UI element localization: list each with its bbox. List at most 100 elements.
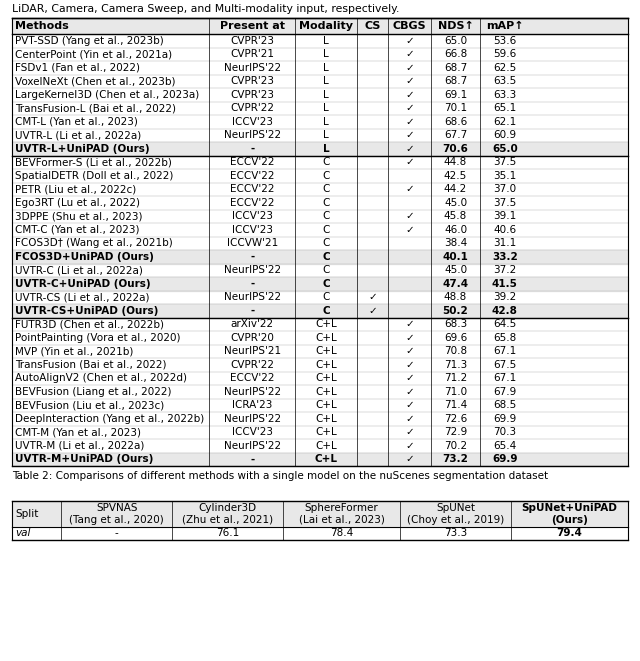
- Text: 71.4: 71.4: [444, 401, 467, 410]
- Text: 72.6: 72.6: [444, 414, 467, 424]
- Text: 65.8: 65.8: [493, 332, 516, 343]
- Text: CS: CS: [364, 21, 381, 31]
- Text: CVPR'22: CVPR'22: [230, 360, 275, 369]
- Text: LiDAR, Camera, Camera Sweep, and Multi-modality input, respectively.: LiDAR, Camera, Camera Sweep, and Multi-m…: [12, 4, 399, 14]
- Text: ✓: ✓: [405, 401, 413, 410]
- Text: PETR (Liu et al., 2022c): PETR (Liu et al., 2022c): [15, 184, 136, 194]
- Text: ✓: ✓: [368, 306, 377, 316]
- Text: 68.5: 68.5: [493, 401, 516, 410]
- Text: 44.2: 44.2: [444, 184, 467, 194]
- Text: C+L: C+L: [316, 319, 337, 329]
- Text: 70.6: 70.6: [443, 143, 468, 154]
- Text: -: -: [250, 279, 254, 289]
- Text: ✓: ✓: [405, 225, 413, 235]
- Text: CVPR'21: CVPR'21: [230, 50, 275, 59]
- Text: Modality: Modality: [299, 21, 353, 31]
- Text: ✓: ✓: [405, 332, 413, 343]
- Text: 69.6: 69.6: [444, 332, 467, 343]
- Text: Present at: Present at: [220, 21, 285, 31]
- Text: ✓: ✓: [405, 90, 413, 100]
- Text: CVPR'20: CVPR'20: [230, 332, 274, 343]
- Text: ECCV'22: ECCV'22: [230, 157, 275, 167]
- Text: LargeKernel3D (Chen et al., 2023a): LargeKernel3D (Chen et al., 2023a): [15, 90, 199, 100]
- Text: ECCV'22: ECCV'22: [230, 198, 275, 208]
- Text: 67.1: 67.1: [493, 346, 516, 356]
- Text: 64.5: 64.5: [493, 319, 516, 329]
- Text: 70.2: 70.2: [444, 441, 467, 451]
- Text: SpatialDETR (Doll et al., 2022): SpatialDETR (Doll et al., 2022): [15, 171, 173, 180]
- Text: 42.5: 42.5: [444, 171, 467, 180]
- Polygon shape: [12, 304, 628, 317]
- Text: FSDv1 (Fan et al., 2022): FSDv1 (Fan et al., 2022): [15, 63, 140, 73]
- Text: 40.6: 40.6: [493, 225, 516, 235]
- Text: 78.4: 78.4: [330, 529, 353, 539]
- Text: NeurIPS'22: NeurIPS'22: [223, 130, 281, 140]
- Text: ICCV'23: ICCV'23: [232, 212, 273, 221]
- Text: SphereFormer
(Lai et al., 2023): SphereFormer (Lai et al., 2023): [299, 503, 385, 525]
- Text: 65.1: 65.1: [493, 103, 516, 113]
- Text: L: L: [323, 117, 329, 127]
- Text: 37.5: 37.5: [493, 198, 516, 208]
- Text: CVPR'22: CVPR'22: [230, 103, 275, 113]
- Text: ✓: ✓: [405, 346, 413, 356]
- Text: UVTR-C+UniPAD (Ours): UVTR-C+UniPAD (Ours): [15, 279, 150, 289]
- Polygon shape: [12, 142, 628, 155]
- Text: 39.2: 39.2: [493, 292, 516, 302]
- Text: CMT-C (Yan et al., 2023): CMT-C (Yan et al., 2023): [15, 225, 140, 235]
- Text: Split: Split: [15, 509, 38, 519]
- Text: 68.6: 68.6: [444, 117, 467, 127]
- Text: 71.2: 71.2: [444, 373, 467, 383]
- Text: L: L: [323, 130, 329, 140]
- Text: 31.1: 31.1: [493, 238, 516, 249]
- Text: ECCV'22: ECCV'22: [230, 171, 275, 180]
- Text: C: C: [323, 306, 330, 316]
- Text: L: L: [323, 90, 329, 100]
- Text: NeurIPS'22: NeurIPS'22: [223, 414, 281, 424]
- Text: 69.1: 69.1: [444, 90, 467, 100]
- Text: 73.2: 73.2: [443, 454, 468, 464]
- Text: 33.2: 33.2: [492, 252, 518, 262]
- Text: ECCV'22: ECCV'22: [230, 184, 275, 194]
- Text: CVPR'23: CVPR'23: [230, 90, 275, 100]
- Text: C: C: [323, 157, 330, 167]
- Polygon shape: [12, 453, 628, 466]
- Text: FCOS3D† (Wang et al., 2021b): FCOS3D† (Wang et al., 2021b): [15, 238, 173, 249]
- Text: 63.3: 63.3: [493, 90, 516, 100]
- Text: CMT-L (Yan et al., 2023): CMT-L (Yan et al., 2023): [15, 117, 138, 127]
- Text: ICCV'23: ICCV'23: [232, 427, 273, 437]
- Text: C: C: [323, 198, 330, 208]
- Text: ✓: ✓: [405, 427, 413, 437]
- Text: ICCV'23: ICCV'23: [232, 117, 273, 127]
- Text: L: L: [323, 103, 329, 113]
- Text: SpUNet
(Choy et al., 2019): SpUNet (Choy et al., 2019): [407, 503, 504, 525]
- Text: ICRA'23: ICRA'23: [232, 401, 273, 410]
- Text: 40.1: 40.1: [443, 252, 468, 262]
- Text: ✓: ✓: [405, 414, 413, 424]
- Text: ✓: ✓: [405, 103, 413, 113]
- Text: ECCV'22: ECCV'22: [230, 373, 275, 383]
- Text: 69.9: 69.9: [493, 414, 516, 424]
- Text: L: L: [323, 143, 330, 154]
- Text: ✓: ✓: [405, 454, 413, 464]
- Text: 68.3: 68.3: [444, 319, 467, 329]
- Text: 47.4: 47.4: [442, 279, 468, 289]
- Text: ✓: ✓: [405, 36, 413, 46]
- Text: ✓: ✓: [405, 184, 413, 194]
- Text: 65.0: 65.0: [444, 36, 467, 46]
- Text: C+L: C+L: [316, 414, 337, 424]
- Text: 72.9: 72.9: [444, 427, 467, 437]
- Text: UVTR-M (Li et al., 2022a): UVTR-M (Li et al., 2022a): [15, 441, 145, 451]
- Text: UVTR-M+UniPAD (Ours): UVTR-M+UniPAD (Ours): [15, 454, 154, 464]
- Text: PointPainting (Vora et al., 2020): PointPainting (Vora et al., 2020): [15, 332, 180, 343]
- Text: MVP (Yin et al., 2021b): MVP (Yin et al., 2021b): [15, 346, 133, 356]
- Text: 38.4: 38.4: [444, 238, 467, 249]
- Text: FCOS3D+UniPAD (Ours): FCOS3D+UniPAD (Ours): [15, 252, 154, 262]
- Text: 69.9: 69.9: [492, 454, 518, 464]
- Text: 37.2: 37.2: [493, 265, 516, 275]
- Text: CenterPoint (Yin et al., 2021a): CenterPoint (Yin et al., 2021a): [15, 50, 172, 59]
- Text: L: L: [323, 76, 329, 86]
- Text: 70.8: 70.8: [444, 346, 467, 356]
- Text: 53.6: 53.6: [493, 36, 516, 46]
- Text: BEVFormer-S (Li et al., 2022b): BEVFormer-S (Li et al., 2022b): [15, 157, 172, 167]
- Text: 65.0: 65.0: [492, 143, 518, 154]
